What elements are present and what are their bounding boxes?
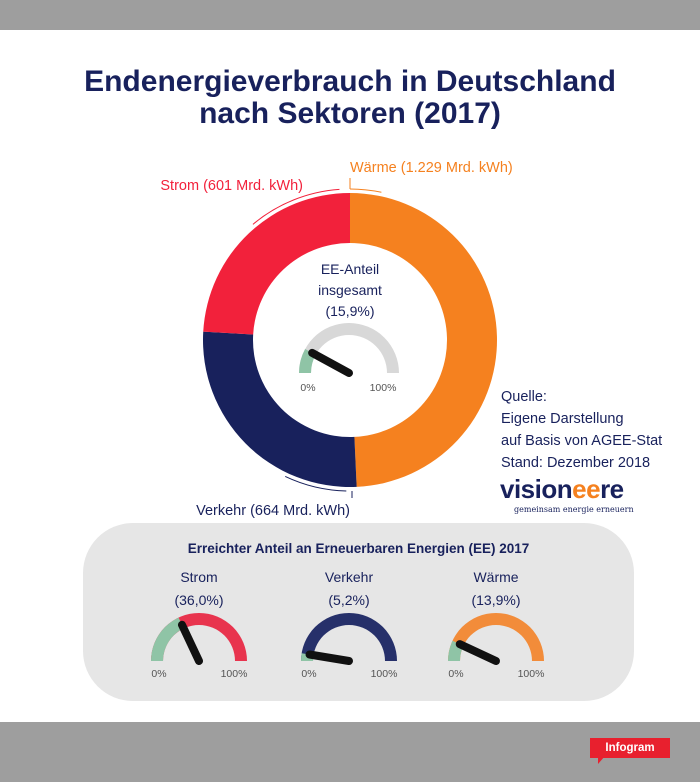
- ee-share-panel: Erreichter Anteil an Erneuerbaren Energi…: [83, 523, 634, 701]
- infogram-badge-tail: [598, 756, 605, 764]
- gauge-1-min-label: 0%: [301, 668, 316, 680]
- center-gauge-needle: [308, 348, 353, 377]
- center-label-0: EE-Anteil: [321, 261, 379, 277]
- gauge-0-needle: [177, 620, 203, 665]
- label-bracket-waerme: [349, 188, 382, 193]
- source-note: Quelle: Eigene Darstellung auf Basis von…: [501, 386, 662, 474]
- gauge-2-needle: [455, 640, 500, 665]
- gauge-name-2: Wärme: [473, 569, 518, 585]
- gauge-2-min-label: 0%: [448, 668, 463, 680]
- logo-part-3: re: [600, 474, 624, 504]
- gauge-0-max-label: 100%: [221, 668, 248, 680]
- label-strom: Strom (601 Mrd. kWh): [160, 178, 303, 194]
- label-bracket-strom: [252, 188, 340, 225]
- label-bracket-verkehr: [285, 475, 347, 492]
- chart-title-line-2: nach Sektoren (2017): [199, 97, 501, 130]
- chart-title-line-1: Endenergieverbrauch in Deutschland: [84, 65, 616, 98]
- center-label-2: (15,9%): [325, 303, 374, 319]
- gauge-value-1: (5,2%): [328, 592, 369, 608]
- logo-wordmark: visioneere: [500, 474, 624, 505]
- label-verkehr: Verkehr (664 Mrd. kWh): [196, 503, 350, 519]
- gauge-2-max-label: 100%: [518, 668, 545, 680]
- gauge-1-needle: [305, 650, 353, 665]
- infogram-badge[interactable]: Infogram: [590, 738, 670, 758]
- visioneere-logo: visioneere gemeinsam energie erneuern: [500, 474, 640, 518]
- gauge-0-ee-fill: [151, 617, 184, 661]
- top-band: [0, 0, 700, 30]
- source-line-3: auf Basis von AGEE-Stat: [501, 433, 663, 449]
- source-line-4: Stand: Dezember 2018: [501, 455, 651, 471]
- center-gauge-max-label: 100%: [370, 382, 397, 394]
- bottom-band: [0, 722, 700, 782]
- center-gauge-track: [299, 323, 399, 373]
- center-gauge-min-label: 0%: [300, 382, 315, 394]
- donut-slice-2: [203, 193, 350, 335]
- source-line-1: Quelle:: [501, 389, 547, 405]
- chart-title: Endenergieverbrauch in Deutschland nach …: [0, 66, 700, 130]
- gauge-row: Strom (36,0%) 0% 100% Verkehr (5,2%) 0% 100% Wär…: [151, 569, 545, 680]
- panel-title: Erreichter Anteil an Erneuerbaren Energi…: [187, 541, 530, 556]
- center-label-1: insgesamt: [318, 282, 382, 298]
- donut-slice-1: [202, 331, 357, 487]
- gauge-0-min-label: 0%: [151, 668, 166, 680]
- gauge-1-track: [301, 613, 397, 661]
- source-line-2: Eigene Darstellung: [501, 411, 624, 427]
- logo-part-1: vision: [500, 474, 573, 504]
- gauge-value-2: (13,9%): [471, 592, 520, 608]
- gauge-name-0: Strom: [180, 569, 217, 585]
- logo-part-2: ee: [572, 474, 601, 504]
- gauge-value-0: (36,0%): [174, 592, 223, 608]
- logo-tagline: gemeinsam energie erneuern: [514, 505, 634, 514]
- gauge-1-max-label: 100%: [371, 668, 398, 680]
- gauge-name-1: Verkehr: [325, 569, 374, 585]
- donut-slice-0: [350, 193, 497, 487]
- donut-chart: Wärme (1.229 Mrd. kWh) Verkehr (664 Mrd. …: [160, 160, 513, 519]
- label-waerme: Wärme (1.229 Mrd. kWh): [350, 160, 513, 176]
- gauge-2-track: [448, 613, 544, 661]
